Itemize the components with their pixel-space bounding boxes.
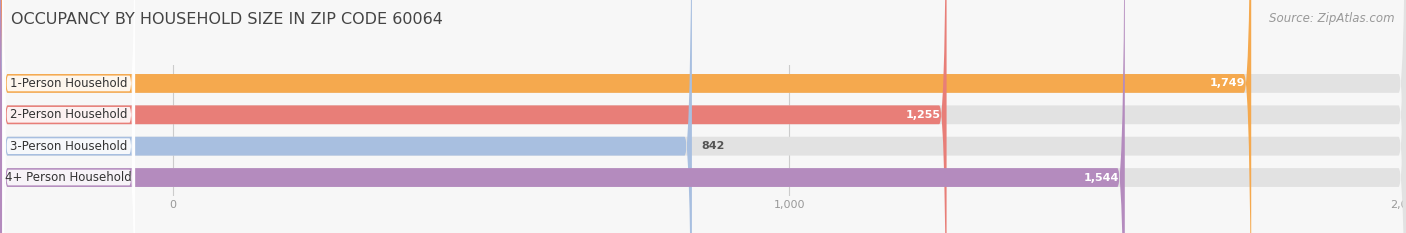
Text: 842: 842 <box>702 141 724 151</box>
FancyBboxPatch shape <box>0 0 1125 233</box>
FancyBboxPatch shape <box>3 0 135 233</box>
Text: 1,544: 1,544 <box>1083 172 1119 182</box>
FancyBboxPatch shape <box>0 0 692 233</box>
FancyBboxPatch shape <box>0 0 1251 233</box>
Text: 1,255: 1,255 <box>905 110 941 120</box>
FancyBboxPatch shape <box>3 0 135 233</box>
Text: OCCUPANCY BY HOUSEHOLD SIZE IN ZIP CODE 60064: OCCUPANCY BY HOUSEHOLD SIZE IN ZIP CODE … <box>11 12 443 27</box>
Text: Source: ZipAtlas.com: Source: ZipAtlas.com <box>1270 12 1395 25</box>
FancyBboxPatch shape <box>0 0 946 233</box>
Text: 1-Person Household: 1-Person Household <box>10 77 128 90</box>
FancyBboxPatch shape <box>3 0 135 233</box>
FancyBboxPatch shape <box>3 0 135 233</box>
Text: 1,749: 1,749 <box>1209 79 1246 89</box>
Text: 3-Person Household: 3-Person Household <box>10 140 128 153</box>
Text: 2-Person Household: 2-Person Household <box>10 108 128 121</box>
Text: 4+ Person Household: 4+ Person Household <box>6 171 132 184</box>
